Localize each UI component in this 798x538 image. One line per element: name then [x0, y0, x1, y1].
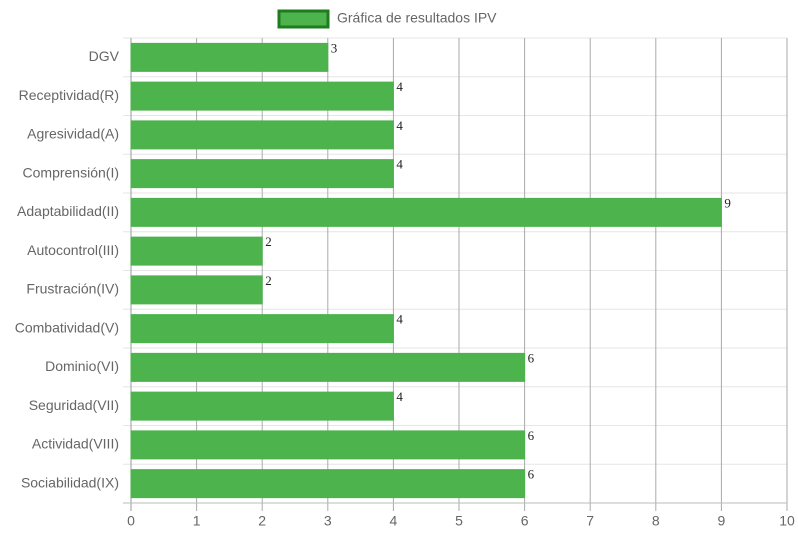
bar: [130, 236, 263, 266]
value-label: 2: [265, 273, 272, 288]
x-tick-label: 1: [193, 513, 201, 529]
bar: [130, 469, 526, 499]
value-label: 4: [396, 389, 403, 404]
y-tick-label: Sociabilidad(IX): [21, 474, 119, 490]
y-tick-label: Adaptabilidad(II): [17, 203, 119, 219]
x-tick-label: 0: [127, 513, 135, 529]
value-label: 2: [265, 234, 272, 249]
value-label: 4: [396, 118, 403, 133]
bar: [130, 352, 526, 382]
x-tick-label: 9: [718, 513, 726, 529]
y-tick-label: DGV: [89, 48, 120, 64]
bar: [130, 430, 526, 460]
x-tick-label: 3: [324, 513, 332, 529]
value-label: 4: [396, 79, 403, 94]
x-tick-label: 7: [586, 513, 594, 529]
value-label: 6: [528, 428, 535, 443]
legend-label: Gráfica de resultados IPV: [337, 10, 497, 26]
y-tick-label: Combatividad(V): [15, 319, 119, 335]
value-label: 9: [724, 195, 731, 210]
value-label: 6: [528, 467, 535, 482]
bar: [130, 159, 394, 189]
x-tick-label: 2: [258, 513, 266, 529]
value-label: 6: [528, 350, 535, 365]
bar: [130, 275, 263, 305]
y-tick-label: Dominio(VI): [45, 358, 119, 374]
y-tick-label: Receptividad(R): [19, 87, 119, 103]
y-tick-label: Actividad(VIII): [32, 436, 119, 452]
value-label: 3: [331, 40, 338, 55]
y-tick-label: Comprensión(I): [23, 164, 119, 180]
bar: [130, 42, 329, 72]
x-tick-label: 4: [390, 513, 398, 529]
y-tick-label: Seguridad(VII): [29, 397, 119, 413]
y-tick-label: Frustración(IV): [26, 281, 119, 297]
y-tick-label: Agresividad(A): [27, 126, 119, 142]
bar: [130, 391, 394, 421]
x-tick-label: 6: [521, 513, 529, 529]
x-tick-label: 5: [455, 513, 463, 529]
x-tick-label: 8: [652, 513, 660, 529]
bar: [130, 197, 722, 227]
legend-swatch: [277, 9, 330, 29]
bar: [130, 81, 394, 111]
bar: [130, 120, 394, 150]
x-tick-label: 10: [779, 513, 795, 529]
bar: [130, 314, 394, 344]
value-label: 4: [396, 312, 403, 327]
value-label: 4: [396, 157, 403, 172]
y-tick-label: Autocontrol(III): [27, 242, 119, 258]
